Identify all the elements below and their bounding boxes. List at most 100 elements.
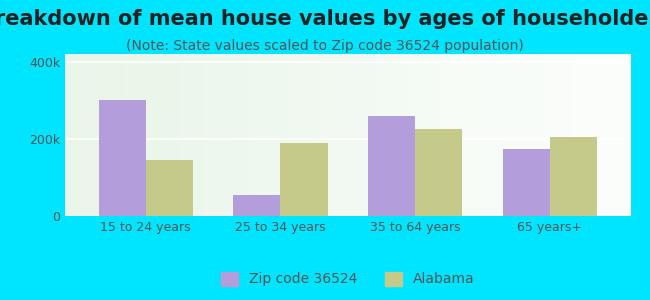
Bar <box>256 54 259 216</box>
Bar <box>534 54 538 216</box>
Bar <box>133 54 136 216</box>
Bar <box>456 54 460 216</box>
Bar <box>205 54 208 216</box>
Bar <box>328 54 330 216</box>
Bar <box>88 54 92 216</box>
Bar <box>337 54 340 216</box>
Bar <box>631 54 634 216</box>
Bar <box>198 54 202 216</box>
Bar <box>592 54 595 216</box>
Bar <box>447 54 450 216</box>
Bar <box>443 54 447 216</box>
Bar <box>615 54 618 216</box>
Bar <box>346 54 350 216</box>
Bar <box>428 54 431 216</box>
Bar <box>566 54 569 216</box>
Bar <box>644 54 647 216</box>
Bar <box>647 54 650 216</box>
Bar <box>385 54 389 216</box>
Bar <box>544 54 547 216</box>
Bar <box>308 54 311 216</box>
Bar <box>176 54 179 216</box>
Bar <box>146 54 150 216</box>
Bar <box>259 54 263 216</box>
Bar <box>111 54 114 216</box>
Bar <box>437 54 441 216</box>
Bar <box>505 54 508 216</box>
Bar <box>280 143 328 216</box>
Bar <box>353 54 356 216</box>
Bar <box>538 54 541 216</box>
Bar <box>130 54 133 216</box>
Bar <box>192 54 195 216</box>
Bar <box>305 54 308 216</box>
Bar <box>227 54 230 216</box>
Bar <box>153 54 156 216</box>
Bar <box>398 54 402 216</box>
Bar <box>608 54 612 216</box>
Bar <box>376 54 379 216</box>
Bar <box>246 54 250 216</box>
Bar <box>214 54 217 216</box>
Bar <box>368 116 415 216</box>
Bar <box>573 54 576 216</box>
Bar <box>98 54 101 216</box>
Text: (Note: State values scaled to Zip code 36524 population): (Note: State values scaled to Zip code 3… <box>126 39 524 53</box>
Bar <box>605 54 608 216</box>
Bar <box>489 54 492 216</box>
Bar <box>350 54 353 216</box>
Bar <box>250 54 253 216</box>
Bar <box>528 54 531 216</box>
Bar <box>563 54 566 216</box>
Bar <box>579 54 582 216</box>
Text: Breakdown of mean house values by ages of householders: Breakdown of mean house values by ages o… <box>0 9 650 29</box>
Bar <box>302 54 305 216</box>
Bar <box>162 54 166 216</box>
Bar <box>599 54 602 216</box>
Bar <box>628 54 631 216</box>
Bar <box>595 54 599 216</box>
Bar <box>560 54 563 216</box>
Bar <box>512 54 515 216</box>
Bar <box>318 54 321 216</box>
Bar <box>379 54 382 216</box>
Bar <box>166 54 169 216</box>
Bar <box>182 54 185 216</box>
Bar <box>324 54 328 216</box>
Bar <box>405 54 408 216</box>
Bar <box>431 54 434 216</box>
Bar <box>625 54 628 216</box>
Bar <box>554 54 556 216</box>
Bar <box>233 195 280 216</box>
Bar <box>415 129 462 216</box>
Bar <box>551 54 554 216</box>
Bar <box>356 54 359 216</box>
Bar <box>243 54 246 216</box>
Bar <box>101 54 104 216</box>
Bar <box>263 54 266 216</box>
Bar <box>521 54 525 216</box>
Bar <box>382 54 385 216</box>
Bar <box>107 54 110 216</box>
Bar <box>276 54 279 216</box>
Bar <box>441 54 443 216</box>
Bar <box>482 54 486 216</box>
Bar <box>569 54 573 216</box>
Bar <box>272 54 276 216</box>
Bar <box>92 54 95 216</box>
Bar <box>136 54 140 216</box>
Bar <box>366 54 369 216</box>
Bar <box>479 54 482 216</box>
Bar <box>424 54 428 216</box>
Bar <box>541 54 544 216</box>
Bar <box>395 54 398 216</box>
Bar <box>282 54 285 216</box>
Legend: Zip code 36524, Alabama: Zip code 36524, Alabama <box>214 265 482 293</box>
Bar <box>230 54 233 216</box>
Bar <box>576 54 579 216</box>
Bar <box>217 54 220 216</box>
Bar <box>240 54 243 216</box>
Bar <box>634 54 638 216</box>
Bar <box>408 54 411 216</box>
Bar <box>469 54 473 216</box>
